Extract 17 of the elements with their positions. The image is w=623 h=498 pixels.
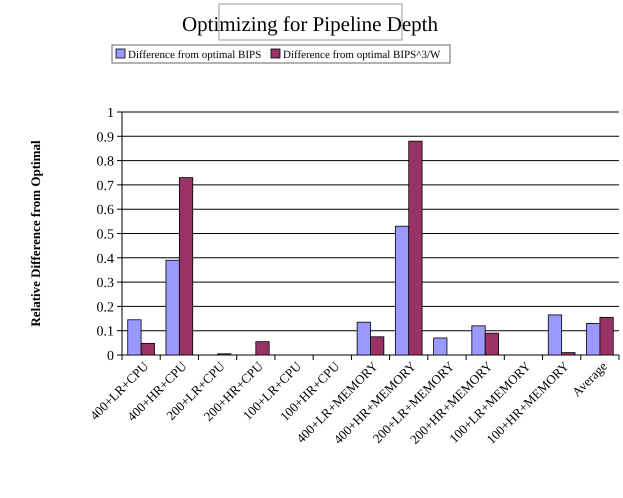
y-tick-label: 0.9 (96, 130, 114, 146)
bar (433, 338, 448, 356)
y-tick-label: 0.1 (96, 324, 114, 340)
y-tick-label: 0.8 (96, 154, 114, 170)
y-tick-label: 1 (107, 106, 114, 121)
y-axis-title: Relative Difference from Optimal (28, 140, 43, 327)
y-tick-label: 0.3 (96, 276, 114, 292)
legend-label: Difference from optimal BIPS (128, 49, 262, 61)
y-tick-label: 0 (107, 349, 114, 364)
y-tick-label: 0.6 (96, 203, 114, 218)
chart-title: Optimizing for Pipeline Depth (182, 12, 439, 36)
y-tick-label: 0.4 (96, 252, 114, 267)
y-tick-label: 0.7 (96, 178, 114, 194)
y-tick-label: 0.5 (96, 228, 114, 242)
y-tick-label: 0.2 (96, 300, 114, 316)
bar (255, 341, 270, 356)
legend-label: Difference from optimal BIPS^3/W (283, 49, 442, 61)
